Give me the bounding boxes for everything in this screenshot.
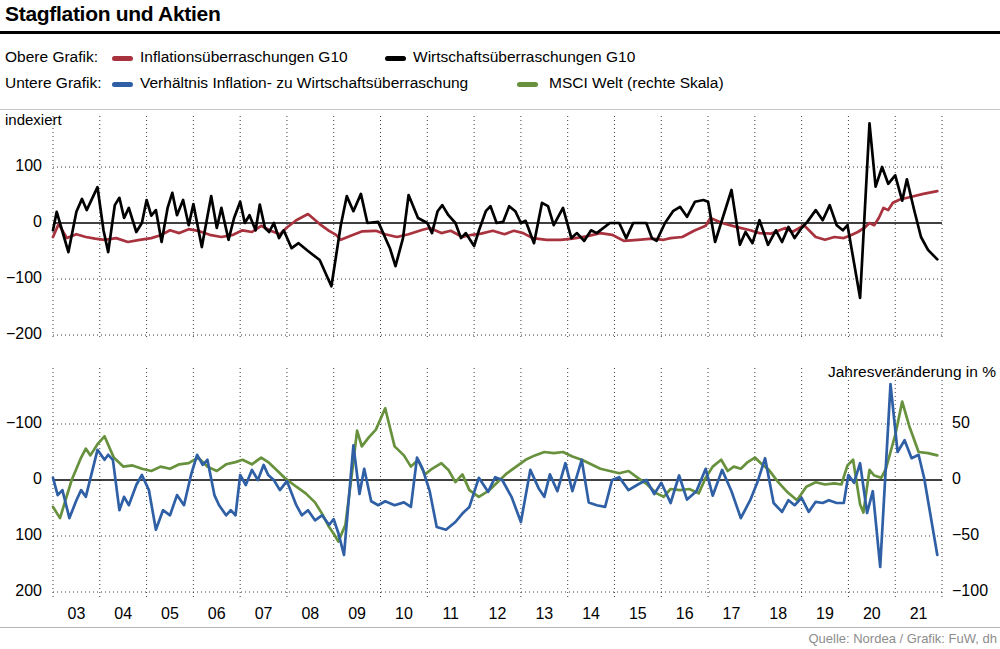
top-y-tick-label: −200 [0, 325, 42, 343]
top-y-tick-label: 0 [0, 213, 42, 231]
top-y-tick-label: −100 [0, 269, 42, 287]
x-year-label: 06 [193, 605, 240, 623]
x-year-label: 18 [755, 605, 802, 623]
x-year-label: 16 [661, 605, 708, 623]
x-year-label: 19 [802, 605, 849, 623]
x-year-label: 17 [708, 605, 755, 623]
x-year-label: 05 [147, 605, 194, 623]
x-year-label: 14 [568, 605, 615, 623]
separator-bottom [0, 627, 1000, 628]
x-year-label: 10 [381, 605, 428, 623]
bottom-right-y-tick-label: −50 [952, 526, 998, 544]
top-y-tick-label: 100 [0, 157, 42, 175]
bottom-right-y-tick-label: 0 [952, 470, 998, 488]
bottom-right-y-tick-label: 50 [952, 414, 998, 432]
bottom-left-y-tick-label: 100 [0, 526, 42, 544]
bottom-left-y-tick-label: 200 [0, 582, 42, 600]
x-year-label: 07 [240, 605, 287, 623]
x-year-label: 03 [53, 605, 100, 623]
x-year-label: 12 [474, 605, 521, 623]
axis-labels-layer: 1000−100−200−1000100200500−50−1000304050… [0, 0, 1000, 649]
bottom-left-y-tick-label: 0 [0, 470, 42, 488]
x-year-label: 09 [334, 605, 381, 623]
x-year-label: 13 [521, 605, 568, 623]
x-year-label: 15 [614, 605, 661, 623]
x-year-label: 04 [100, 605, 147, 623]
x-year-label: 08 [287, 605, 334, 623]
bottom-right-y-tick-label: −100 [952, 582, 998, 600]
x-year-label: 20 [848, 605, 895, 623]
x-year-label: 11 [427, 605, 474, 623]
x-year-label: 21 [895, 605, 942, 623]
source-credit: Quelle: Nordea / Grafik: FuW, dh [808, 631, 997, 646]
bottom-left-y-tick-label: −100 [0, 414, 42, 432]
